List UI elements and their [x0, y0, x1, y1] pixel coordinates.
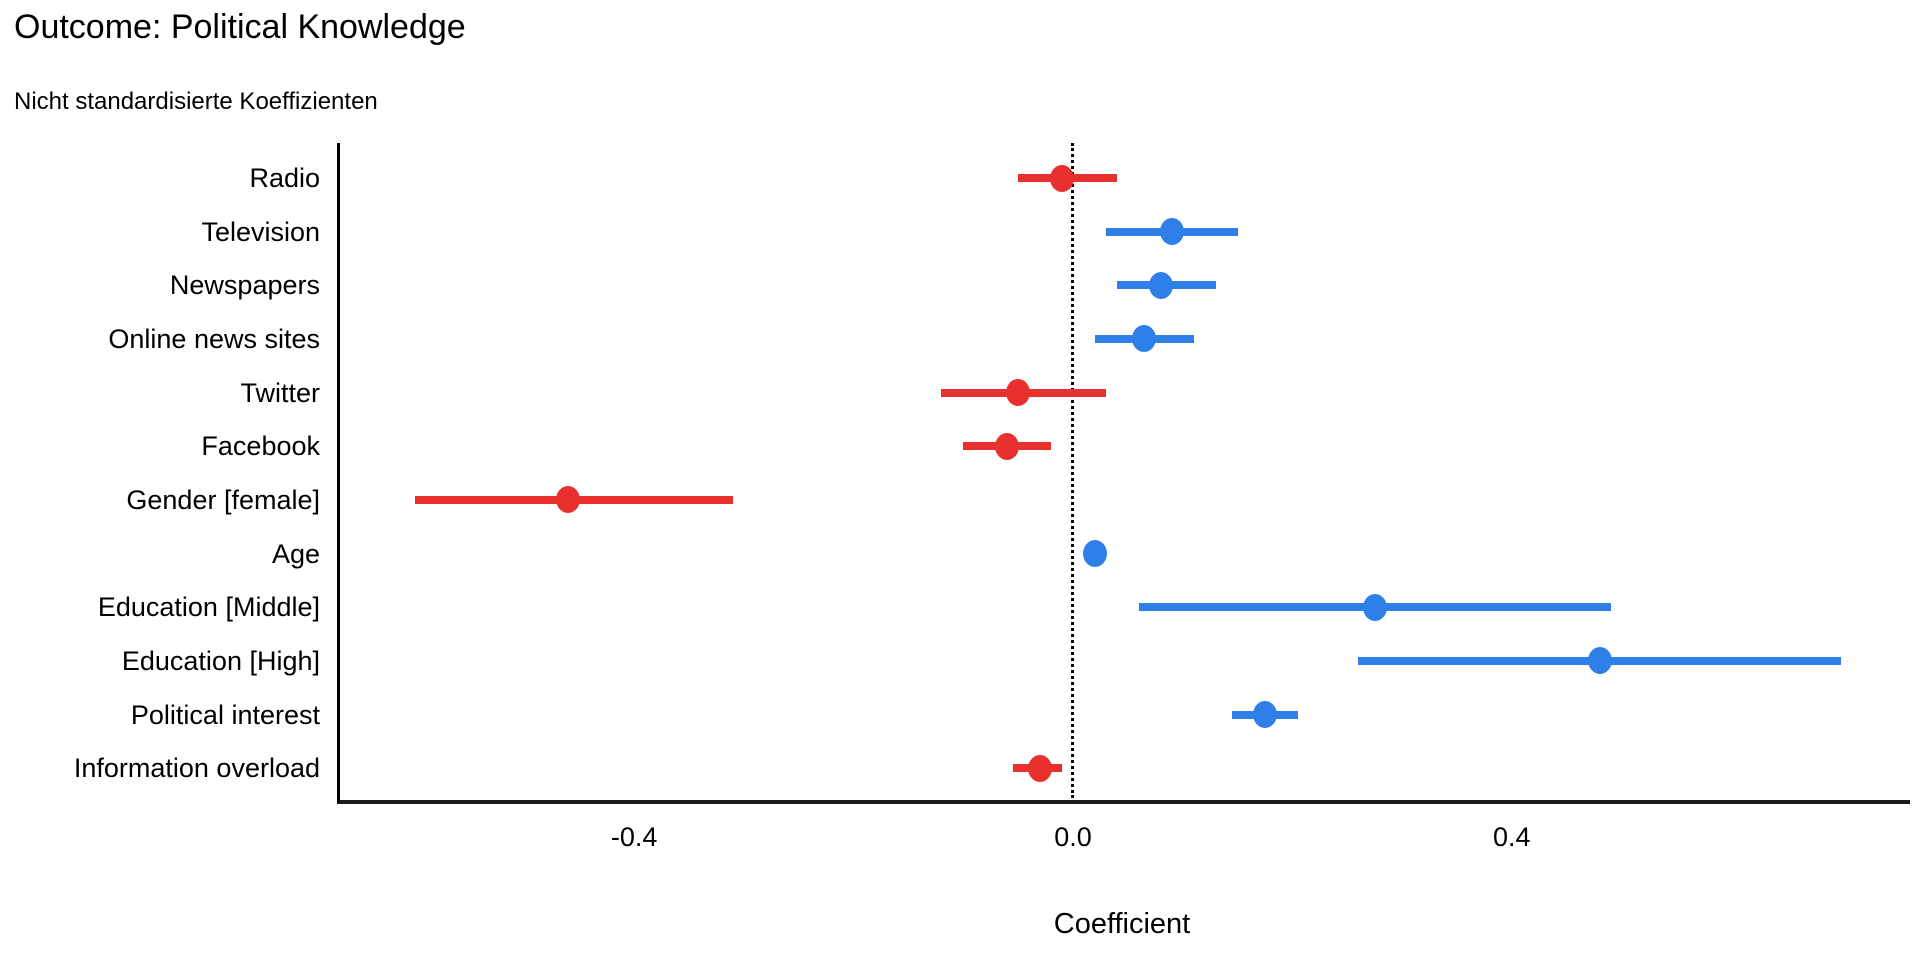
- estimate-point: [556, 486, 581, 514]
- y-axis-label: Gender [female]: [126, 484, 320, 515]
- y-axis-label: Education [Middle]: [97, 592, 320, 623]
- estimate-point: [1028, 754, 1053, 782]
- zero-reference-line: [1071, 143, 1074, 798]
- x-axis-tick-label: 0.4: [1493, 822, 1531, 852]
- chart-subtitle: Nicht standardisierte Koeffizienten: [14, 88, 378, 115]
- y-axis-label: Facebook: [201, 431, 320, 462]
- estimate-point: [1006, 379, 1031, 407]
- y-axis-label: Education [High]: [121, 645, 320, 676]
- y-axis-label: Television: [201, 216, 320, 247]
- estimate-point: [1132, 325, 1157, 353]
- chart-title: Outcome: Political Knowledge: [14, 8, 466, 46]
- y-axis-label: Newspapers: [169, 270, 320, 301]
- estimate-point: [1587, 647, 1612, 675]
- estimate-point: [1082, 540, 1107, 568]
- estimate-point: [1148, 271, 1173, 299]
- estimate-point: [1252, 701, 1277, 728]
- y-axis-label: Twitter: [240, 377, 320, 408]
- estimate-point: [995, 432, 1020, 460]
- y-axis-label: Age: [271, 538, 320, 569]
- plot-area: -0.4 0.0 0.4: [337, 143, 1910, 852]
- y-axis-label: Online news sites: [108, 323, 320, 354]
- x-axis-title: Coefficient: [1053, 908, 1191, 940]
- x-axis-tick-label: -0.4: [610, 822, 658, 852]
- y-axis-label: Political interest: [130, 699, 320, 730]
- estimate-point: [1362, 593, 1387, 621]
- estimate-point: [1050, 164, 1075, 192]
- x-axis-tick-label: 0.0: [1054, 822, 1092, 852]
- estimate-point: [1159, 218, 1184, 246]
- y-axis-label: Information overload: [73, 753, 320, 784]
- y-axis-label: Radio: [249, 163, 320, 193]
